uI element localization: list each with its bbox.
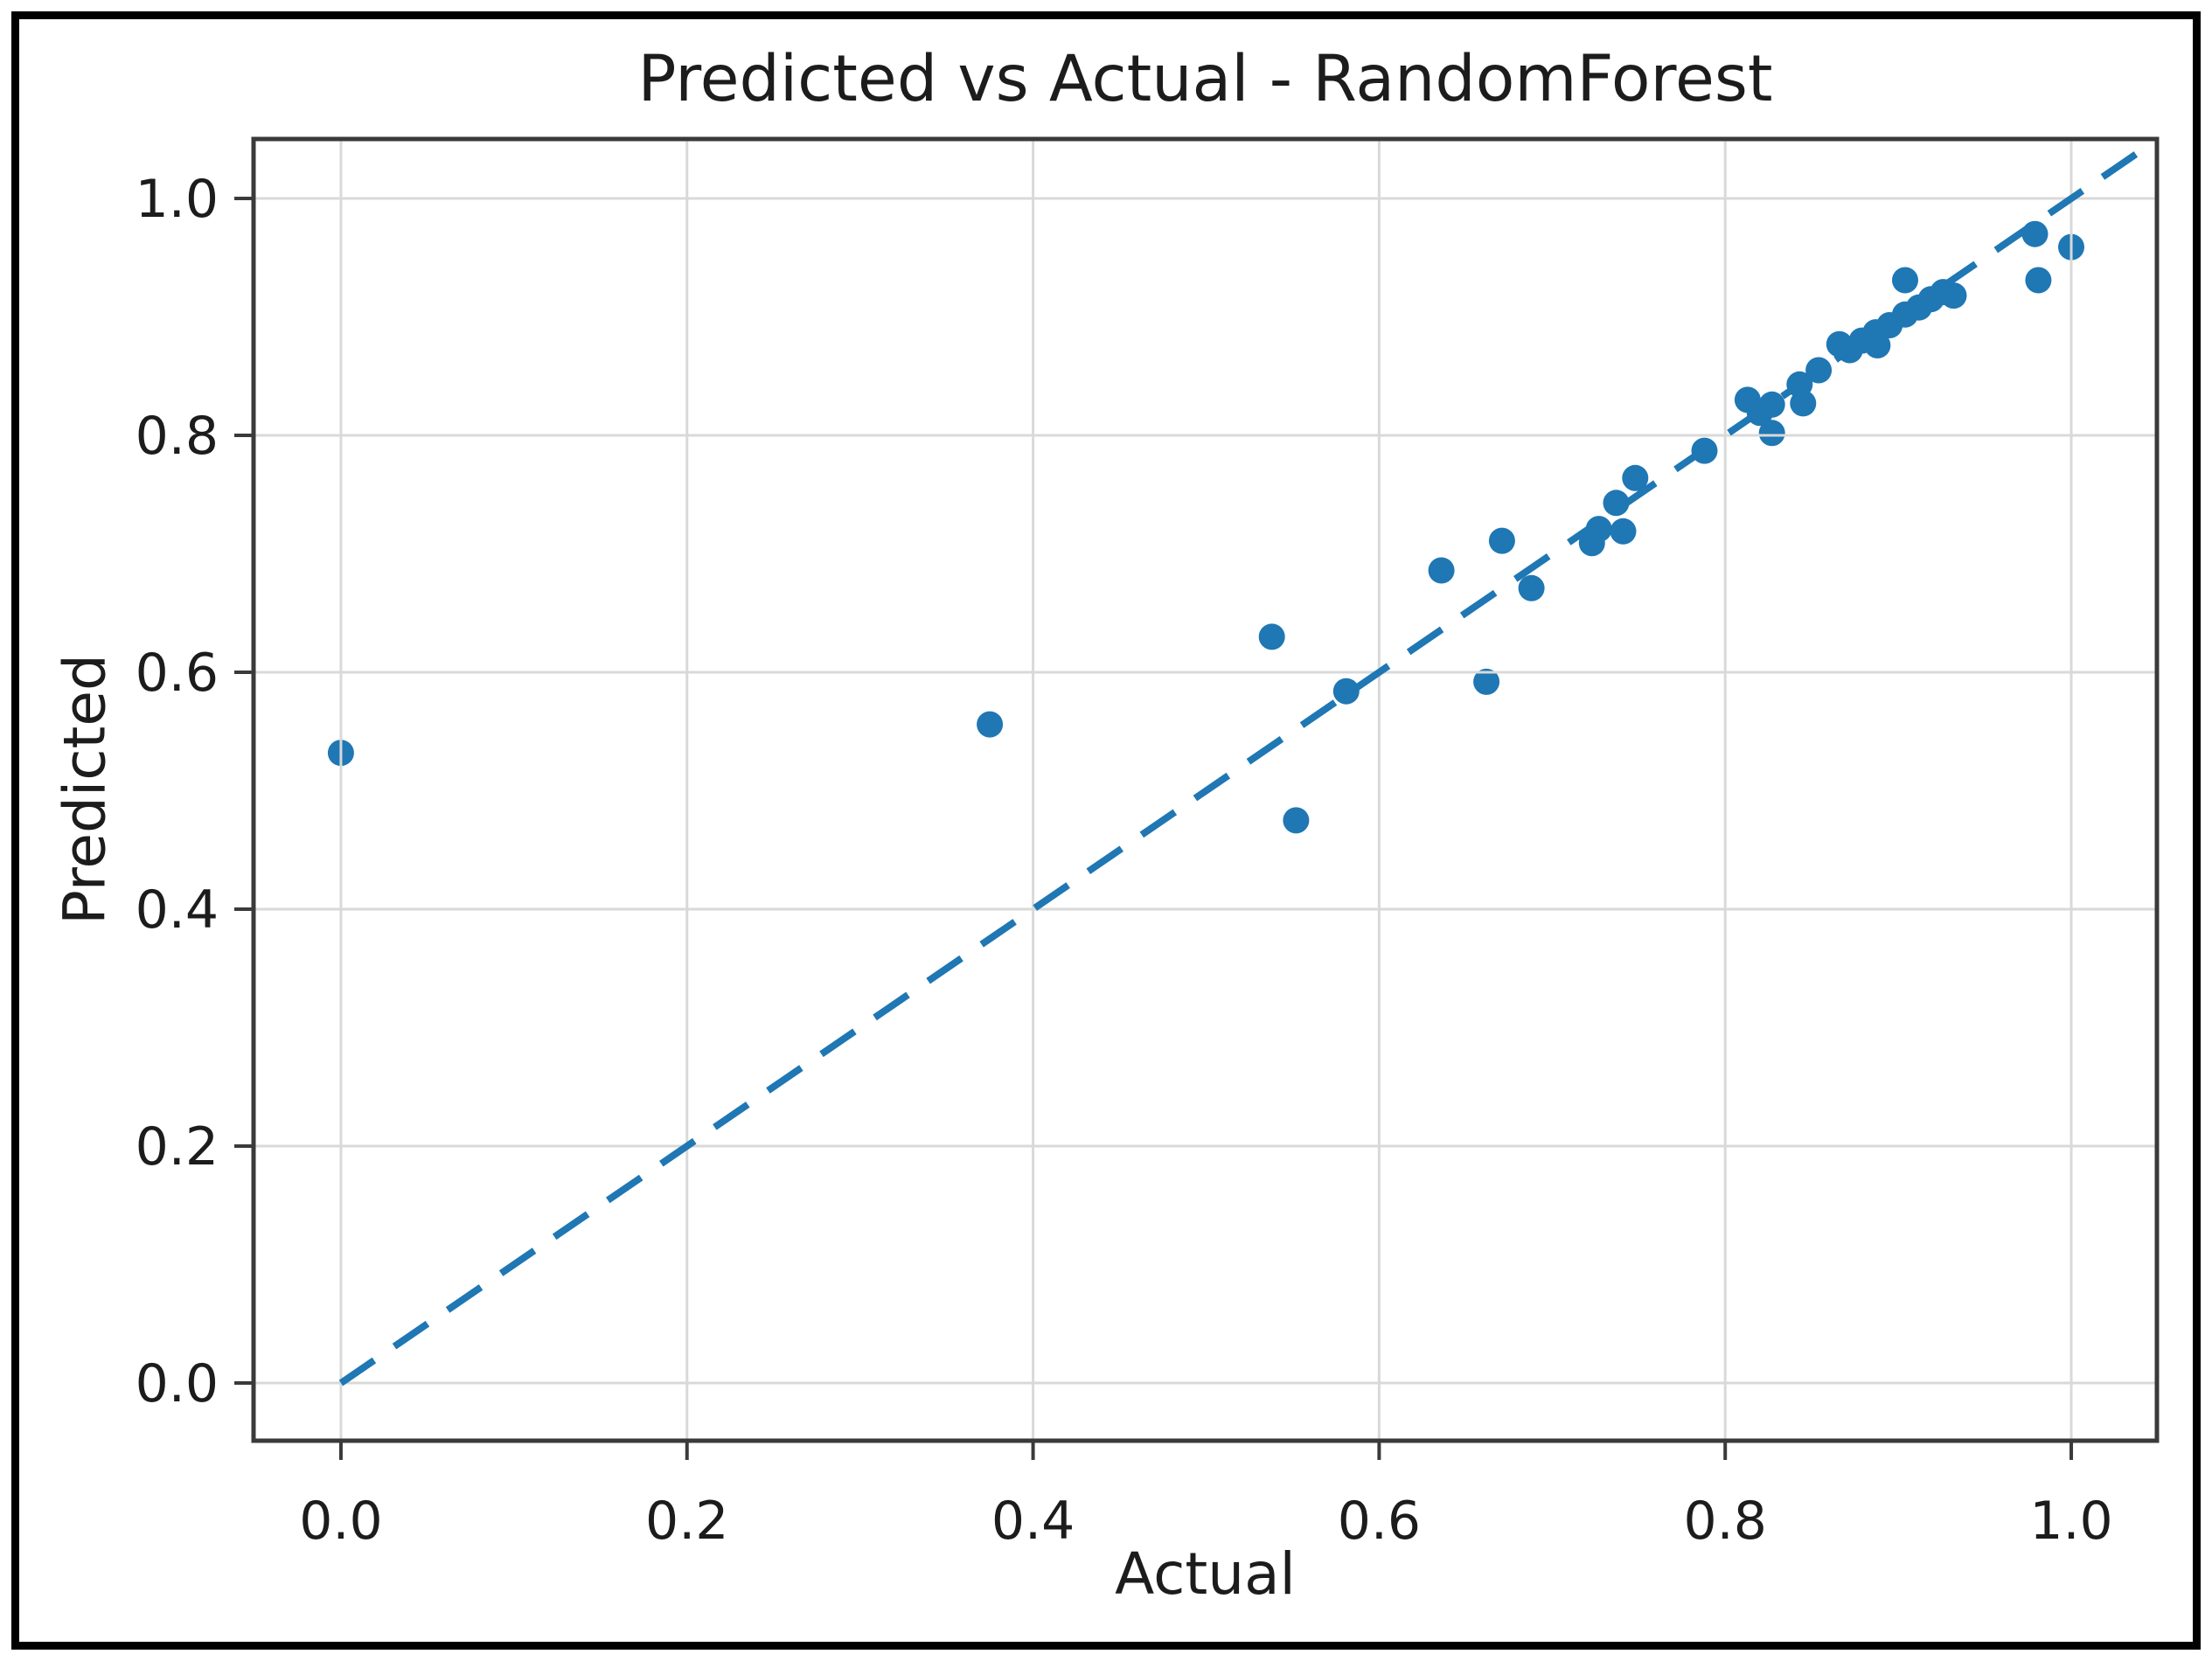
y-tick-label: 1.0 xyxy=(136,169,219,230)
identity-dashed-line xyxy=(338,145,2146,1386)
data-point xyxy=(1940,282,1967,309)
x-tick-label: 0.4 xyxy=(991,1491,1075,1552)
data-point xyxy=(1473,668,1500,695)
y-axis-label: Predicted xyxy=(51,654,119,925)
data-point xyxy=(1332,678,1360,705)
figure-border xyxy=(11,11,2201,1650)
data-point xyxy=(977,711,1004,738)
data-point xyxy=(1258,623,1285,650)
data-point xyxy=(2021,220,2049,247)
x-tick-label: 0.6 xyxy=(1338,1491,1421,1552)
data-point xyxy=(1864,332,1891,358)
data-point xyxy=(1603,490,1630,517)
data-point xyxy=(1892,267,1918,294)
x-tick-label: 0.0 xyxy=(299,1491,382,1552)
chart-title: Predicted vs Actual - RandomForest xyxy=(637,42,1773,116)
y-tick-label: 0.2 xyxy=(136,1116,219,1178)
data-point xyxy=(1758,420,1785,447)
x-tick-label: 0.2 xyxy=(645,1491,728,1552)
data-point xyxy=(1758,391,1785,418)
y-tick-label: 0.0 xyxy=(136,1353,219,1414)
data-point xyxy=(1790,390,1817,417)
y-tick-label: 0.8 xyxy=(136,406,219,467)
x-tick-label: 0.8 xyxy=(1684,1491,1767,1552)
x-tick-label: 1.0 xyxy=(2029,1491,2112,1552)
data-point xyxy=(1610,518,1637,545)
data-point xyxy=(2025,267,2052,294)
y-tick-label: 0.4 xyxy=(136,879,219,941)
y-tick-label: 0.6 xyxy=(136,643,219,704)
x-axis-label: Actual xyxy=(1115,1540,1296,1608)
data-point xyxy=(1428,557,1455,584)
data-point xyxy=(1518,574,1545,601)
data-point xyxy=(1488,527,1515,554)
data-point xyxy=(1622,464,1649,491)
data-point xyxy=(1283,807,1310,834)
plot-spines xyxy=(251,136,2160,1443)
